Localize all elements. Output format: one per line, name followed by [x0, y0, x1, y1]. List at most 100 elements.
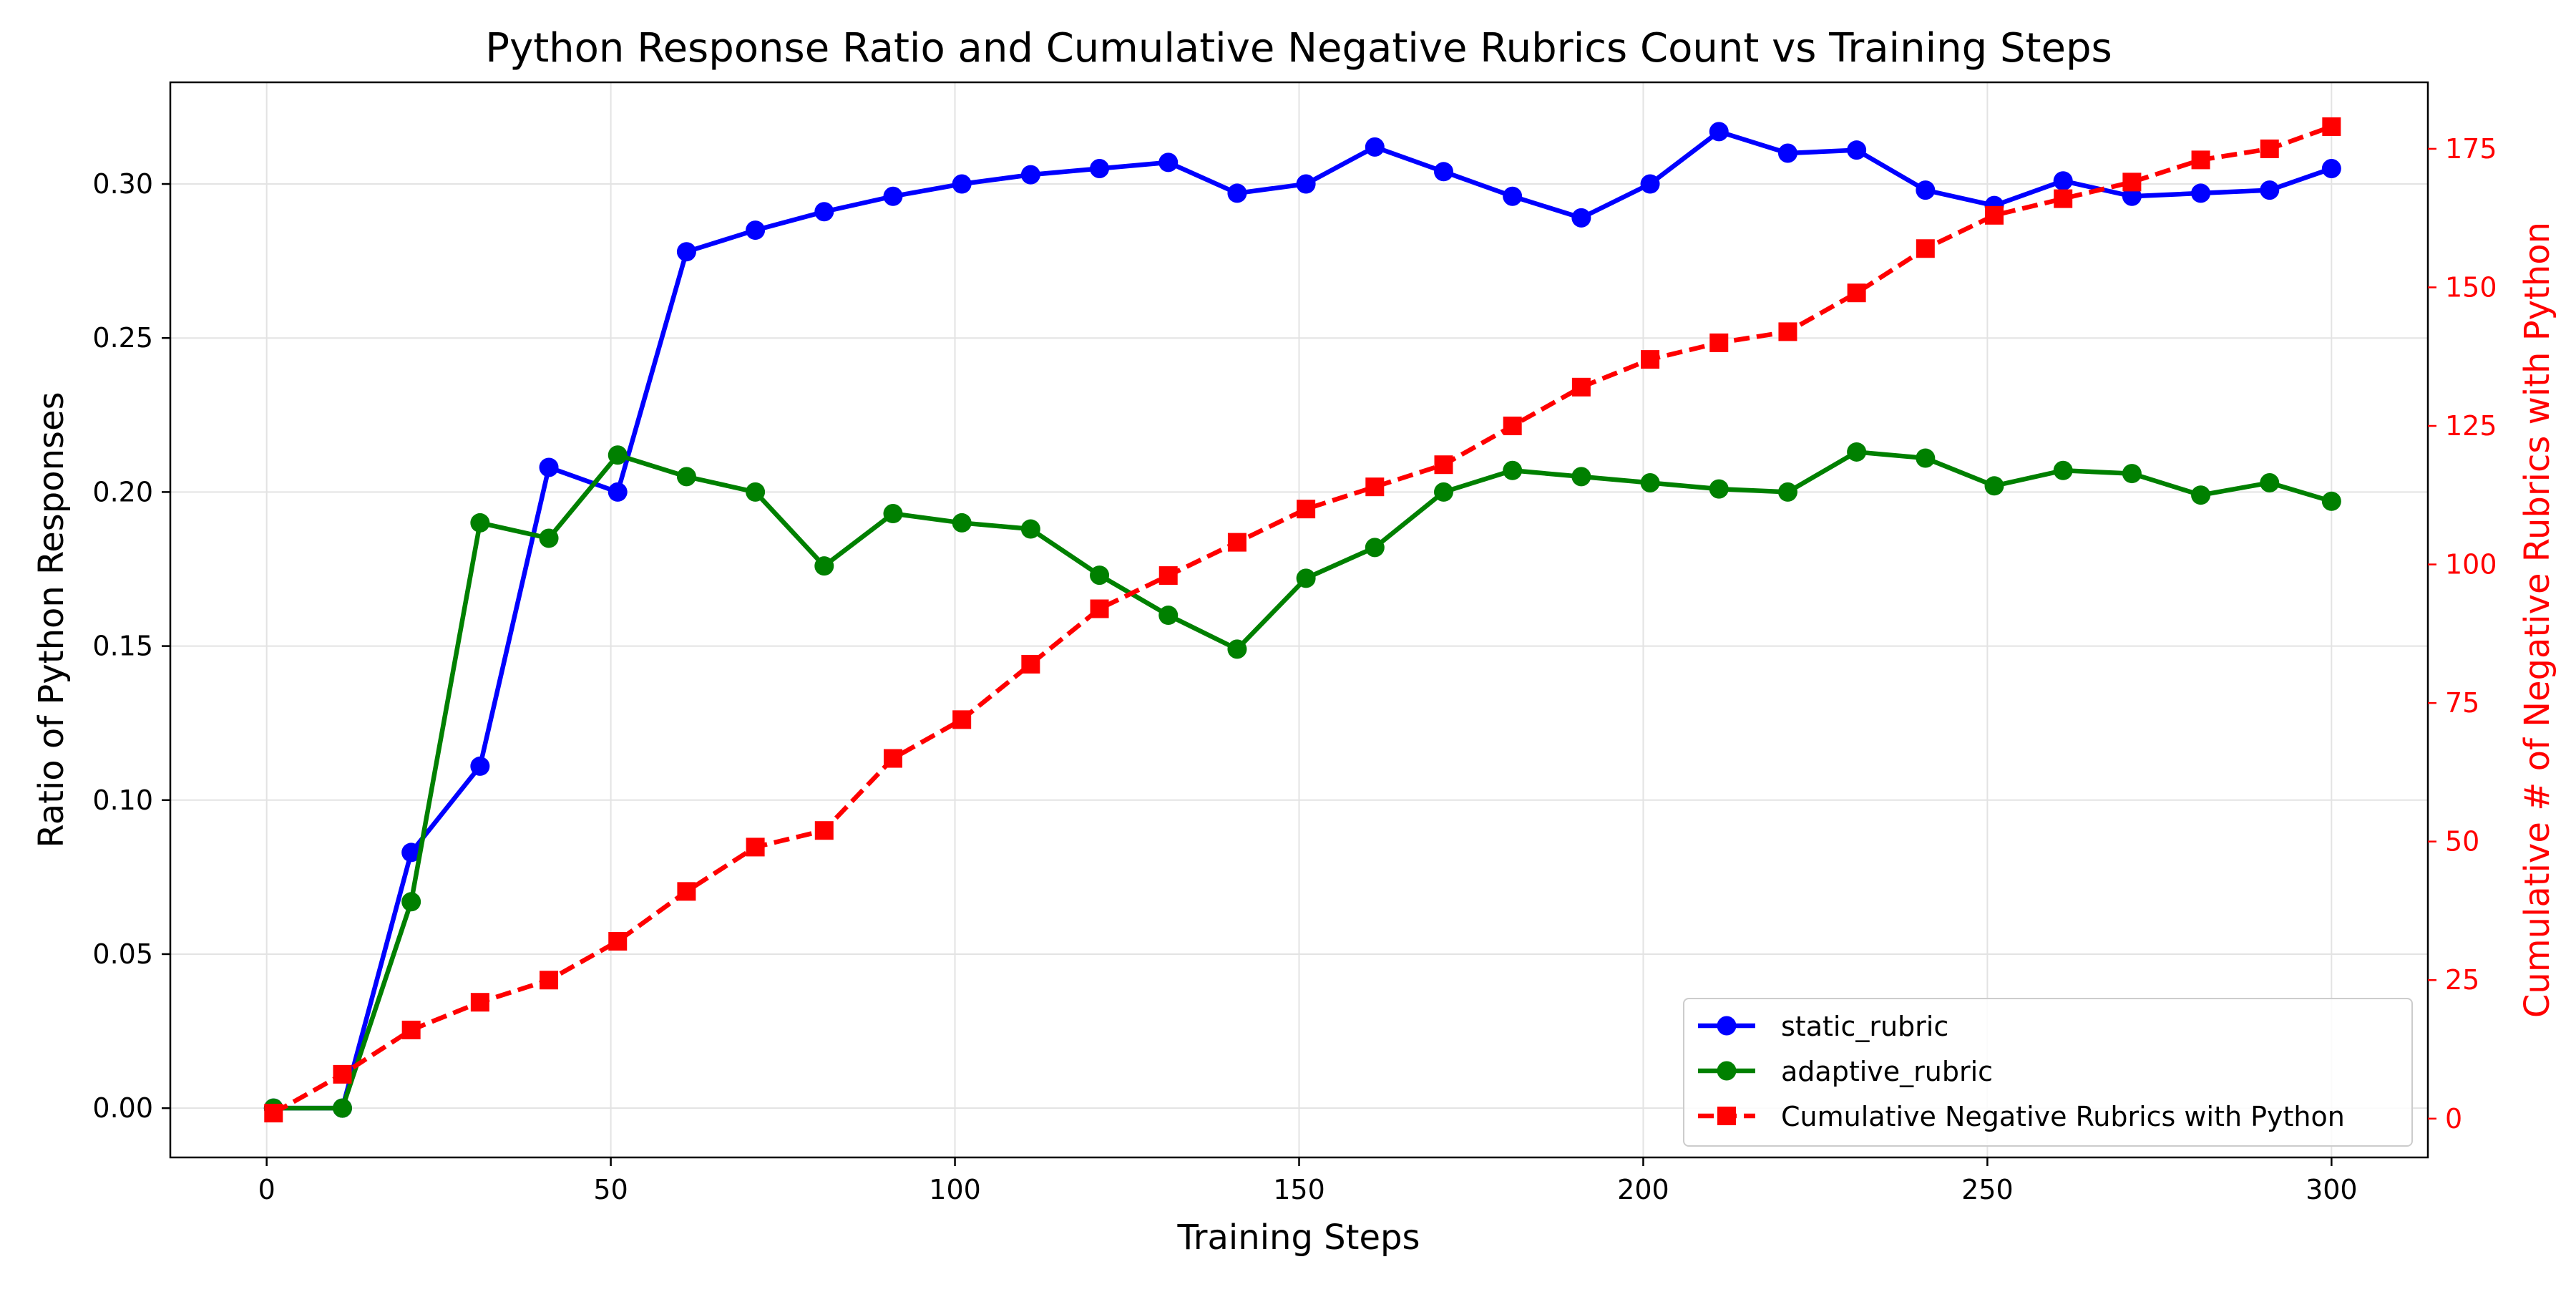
data-point-static_rubric — [1847, 140, 1867, 160]
data-point-adaptive_rubric — [1433, 482, 1453, 502]
y2-tick-label: 100 — [2445, 549, 2497, 581]
data-point-static_rubric — [1571, 208, 1591, 228]
data-point-static_rubric — [539, 457, 559, 477]
y-tick-label: 0.20 — [92, 476, 153, 507]
x-tick-label: 250 — [1961, 1174, 2014, 1205]
data-point-static_rubric — [1365, 137, 1385, 157]
data-point-Cumulative Negative Rubrics with Python — [1571, 377, 1591, 397]
data-point-static_rubric — [746, 220, 766, 241]
series-layer — [263, 117, 2341, 1123]
y2-tick-label: 50 — [2445, 826, 2479, 858]
data-point-adaptive_rubric — [1365, 538, 1385, 558]
data-point-static_rubric — [1296, 174, 1316, 194]
data-point-static_rubric — [608, 482, 628, 502]
data-point-adaptive_rubric — [1571, 467, 1591, 487]
data-point-adaptive_rubric — [2053, 460, 2073, 480]
data-point-adaptive_rubric — [1777, 482, 1797, 502]
data-point-static_rubric — [1503, 186, 1523, 206]
y2-tick-label: 175 — [2445, 133, 2497, 165]
data-point-Cumulative Negative Rubrics with Python — [677, 882, 696, 901]
data-point-adaptive_rubric — [1640, 472, 1660, 492]
data-point-adaptive_rubric — [2122, 464, 2142, 484]
data-point-static_rubric — [2053, 171, 2073, 191]
x-tick-label: 200 — [1617, 1174, 1669, 1205]
data-point-adaptive_rubric — [952, 513, 972, 533]
data-point-static_rubric — [1158, 152, 1179, 173]
data-point-Cumulative Negative Rubrics with Python — [1503, 417, 1522, 436]
chart-title: Python Response Ratio and Cumulative Neg… — [485, 25, 2112, 72]
data-point-Cumulative Negative Rubrics with Python — [2260, 139, 2279, 158]
data-point-Cumulative Negative Rubrics with Python — [333, 1064, 352, 1084]
data-point-static_rubric — [1709, 122, 1729, 142]
data-point-static_rubric — [1090, 159, 1110, 179]
data-point-adaptive_rubric — [1020, 519, 1040, 539]
data-point-Cumulative Negative Rubrics with Python — [1916, 239, 1935, 258]
y2-tick-label: 25 — [2445, 964, 2479, 996]
data-point-adaptive_rubric — [401, 892, 421, 912]
y-tick-label: 0.05 — [92, 938, 153, 970]
data-point-static_rubric — [1777, 143, 1797, 163]
x-axis-label: Training Steps — [1177, 1218, 1420, 1258]
legend-marker — [1717, 1061, 1737, 1081]
data-point-Cumulative Negative Rubrics with Python — [883, 749, 902, 768]
y-tick-label: 0.15 — [92, 631, 153, 662]
legend-marker — [1717, 1016, 1737, 1036]
data-point-Cumulative Negative Rubrics with Python — [1641, 350, 1660, 369]
data-point-Cumulative Negative Rubrics with Python — [1158, 566, 1178, 586]
legend-label: static_rubric — [1781, 1011, 1948, 1042]
data-point-adaptive_rubric — [1296, 568, 1316, 588]
data-point-Cumulative Negative Rubrics with Python — [2054, 189, 2073, 208]
data-point-static_rubric — [1020, 165, 1040, 185]
legend-label: Cumulative Negative Rubrics with Python — [1781, 1101, 2345, 1132]
data-point-Cumulative Negative Rubrics with Python — [1090, 599, 1109, 618]
data-point-Cumulative Negative Rubrics with Python — [401, 1020, 421, 1039]
data-point-Cumulative Negative Rubrics with Python — [2122, 173, 2142, 192]
data-point-adaptive_rubric — [1847, 442, 1867, 462]
data-point-static_rubric — [2260, 180, 2280, 200]
data-point-static_rubric — [883, 186, 903, 206]
y2-tick-label: 75 — [2445, 687, 2479, 719]
data-point-adaptive_rubric — [883, 504, 903, 524]
x-tick-label: 150 — [1273, 1174, 1325, 1205]
legend-box — [1683, 998, 2413, 1147]
data-point-adaptive_rubric — [814, 556, 834, 576]
y2-tick-label: 150 — [2445, 271, 2497, 303]
data-point-Cumulative Negative Rubrics with Python — [1778, 322, 1797, 341]
data-point-adaptive_rubric — [1158, 606, 1179, 626]
data-point-adaptive_rubric — [2321, 491, 2341, 511]
data-point-adaptive_rubric — [539, 528, 559, 548]
data-point-Cumulative Negative Rubrics with Python — [1434, 455, 1453, 475]
data-point-Cumulative Negative Rubrics with Python — [1709, 333, 1729, 352]
y-tick-label: 0.25 — [92, 322, 153, 354]
y-tick-label: 0.10 — [92, 785, 153, 816]
x-tick-label: 0 — [258, 1174, 275, 1205]
data-point-static_rubric — [1433, 162, 1453, 182]
data-point-static_rubric — [1640, 174, 1660, 194]
data-point-static_rubric — [1227, 183, 1247, 203]
y2-tick-label: 0 — [2445, 1103, 2462, 1135]
data-point-Cumulative Negative Rubrics with Python — [470, 993, 489, 1012]
x-tick-label: 100 — [929, 1174, 981, 1205]
data-point-adaptive_rubric — [1227, 639, 1247, 659]
data-point-Cumulative Negative Rubrics with Python — [264, 1104, 283, 1123]
y2-axis-label: Cumulative # of Negative Rubrics with Py… — [2517, 222, 2557, 1018]
x-tick-label: 50 — [593, 1174, 628, 1205]
data-point-static_rubric — [2122, 186, 2142, 206]
data-point-adaptive_rubric — [1916, 448, 1936, 468]
data-point-Cumulative Negative Rubrics with Python — [2191, 150, 2210, 170]
x-tick-label: 300 — [2306, 1174, 2358, 1205]
y-tick-label: 0.30 — [92, 168, 153, 200]
data-point-Cumulative Negative Rubrics with Python — [1985, 205, 2004, 225]
data-point-Cumulative Negative Rubrics with Python — [814, 821, 834, 840]
data-point-Cumulative Negative Rubrics with Python — [2322, 117, 2341, 136]
data-point-static_rubric — [2191, 183, 2211, 203]
data-point-adaptive_rubric — [470, 513, 490, 533]
data-point-static_rubric — [676, 242, 696, 262]
y2-tick-label: 125 — [2445, 410, 2497, 442]
data-point-adaptive_rubric — [608, 445, 628, 465]
data-point-Cumulative Negative Rubrics with Python — [1297, 500, 1316, 519]
data-point-adaptive_rubric — [1709, 479, 1729, 499]
data-point-adaptive_rubric — [746, 482, 766, 502]
